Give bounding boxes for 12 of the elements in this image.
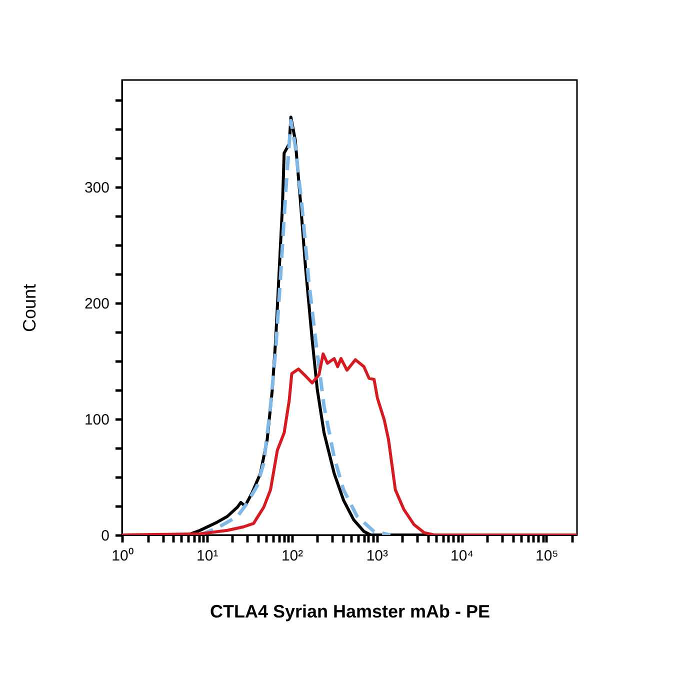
x-tick-label: 10⁴ [450,548,474,564]
x-tick-label: 10⁰ [112,548,134,564]
y-tick-label: 0 [101,528,110,544]
x-tick-label: 10⁵ [536,548,558,564]
x-tick-label: 10¹ [196,548,218,564]
x-tick-label: 10³ [366,548,388,564]
x-axis-title: CTLA4 Syrian Hamster mAb - PE [210,602,490,622]
y-tick-label: 300 [84,179,110,196]
x-tick-label: 10² [281,548,304,564]
y-tick-label: 100 [84,411,110,428]
y-tick-label: 200 [84,295,110,312]
y-axis-title: Count [19,284,40,332]
